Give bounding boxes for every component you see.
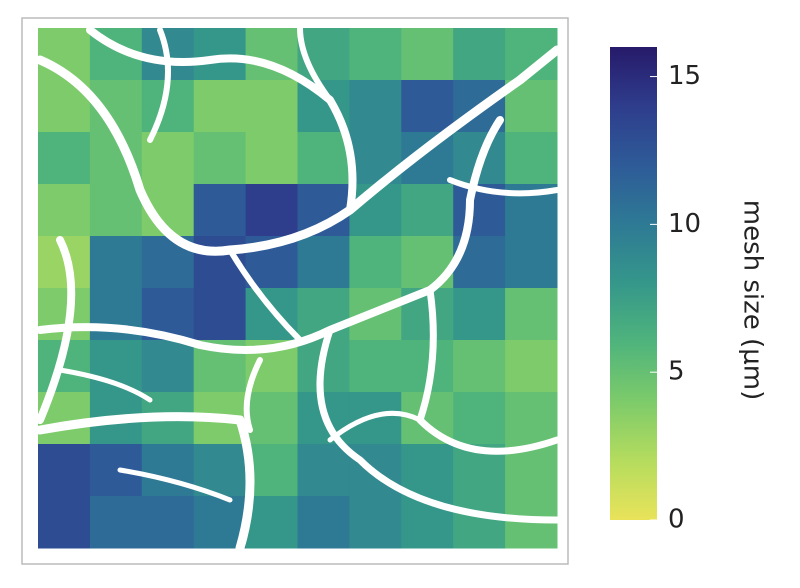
fiber [227, 247, 303, 433]
fiber [36, 116, 504, 354]
fiber [147, 25, 560, 197]
cell [453, 496, 506, 549]
colorbar-tick-label: 0 [668, 505, 685, 535]
cell [38, 132, 91, 185]
cell [453, 340, 506, 393]
cell [193, 288, 247, 341]
cell [193, 80, 247, 133]
cell [401, 444, 454, 497]
cell [401, 28, 454, 81]
colorbar [610, 47, 657, 520]
fiber [316, 326, 561, 524]
cell [297, 236, 350, 289]
cell [297, 132, 350, 185]
cell [38, 184, 91, 237]
cell [193, 496, 247, 549]
cell [245, 132, 298, 185]
colorbar-tick-label: 15 [668, 61, 701, 91]
cell [349, 236, 402, 289]
cell [245, 496, 298, 549]
cell [245, 80, 298, 133]
cell [38, 444, 91, 497]
cell [141, 340, 195, 393]
fiber [57, 367, 423, 503]
cell [38, 496, 91, 549]
fiber [36, 236, 76, 424]
cell [89, 236, 143, 289]
cell [453, 288, 506, 341]
cell [401, 184, 454, 237]
cell [453, 28, 506, 81]
cell [505, 288, 558, 341]
cell [505, 392, 558, 445]
cell [193, 184, 247, 237]
fiber [35, 412, 255, 553]
cell [349, 80, 402, 133]
cell [349, 340, 402, 393]
colorbar-label: mesh size (μm) [738, 200, 768, 400]
cell [505, 236, 558, 289]
cell [245, 392, 298, 445]
cell [453, 392, 506, 445]
cell [89, 184, 143, 237]
fiber [86, 26, 357, 214]
cell [193, 28, 247, 81]
cell [141, 444, 195, 497]
cell [349, 496, 402, 549]
colorbar-tick-label: 10 [668, 209, 701, 239]
cell [505, 132, 558, 185]
colorbar-ticks: 0 5 10 15 [650, 61, 701, 535]
cell [349, 28, 402, 81]
cell [349, 392, 402, 445]
cell [505, 340, 558, 393]
cell [245, 184, 298, 237]
colorbar-tick-label: 5 [668, 357, 685, 387]
fibers [35, 25, 562, 553]
cell [89, 496, 143, 549]
cell [297, 444, 350, 497]
cell [141, 496, 195, 549]
cell [401, 80, 454, 133]
cell [297, 496, 350, 549]
cell [193, 132, 247, 185]
